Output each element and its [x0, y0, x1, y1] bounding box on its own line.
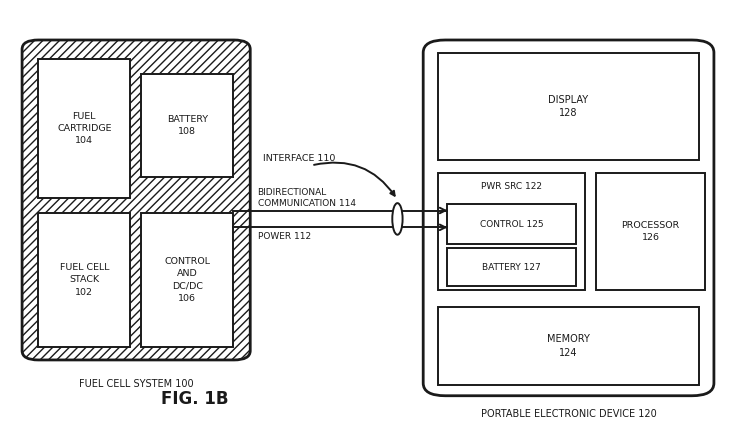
Text: BIDIRECTIONAL
COMMUNICATION 114: BIDIRECTIONAL COMMUNICATION 114: [258, 188, 355, 208]
FancyBboxPatch shape: [22, 40, 250, 360]
FancyBboxPatch shape: [438, 53, 699, 160]
Text: PWR SRC 122: PWR SRC 122: [481, 182, 542, 191]
Text: BATTERY 127: BATTERY 127: [482, 263, 541, 272]
Text: PORTABLE ELECTRONIC DEVICE 120: PORTABLE ELECTRONIC DEVICE 120: [481, 409, 657, 419]
Text: CONTROL
AND
DC/DC
106: CONTROL AND DC/DC 106: [164, 257, 210, 303]
FancyBboxPatch shape: [141, 213, 233, 347]
Text: POWER 112: POWER 112: [258, 232, 311, 241]
FancyBboxPatch shape: [38, 213, 130, 347]
Text: BATTERY
108: BATTERY 108: [167, 115, 208, 136]
FancyBboxPatch shape: [38, 59, 130, 198]
Text: MEMORY
124: MEMORY 124: [547, 334, 590, 358]
FancyBboxPatch shape: [423, 40, 714, 396]
Text: FUEL CELL SYSTEM 100: FUEL CELL SYSTEM 100: [79, 379, 194, 389]
FancyBboxPatch shape: [438, 307, 699, 385]
Text: DISPLAY
128: DISPLAY 128: [548, 94, 589, 118]
Text: FUEL
CARTRIDGE
104: FUEL CARTRIDGE 104: [57, 112, 112, 145]
Text: CONTROL 125: CONTROL 125: [480, 220, 543, 229]
Ellipse shape: [392, 203, 403, 235]
Text: FUEL CELL
STACK
102: FUEL CELL STACK 102: [60, 263, 109, 297]
Text: FIG. 1B: FIG. 1B: [161, 390, 229, 408]
Text: INTERFACE 110: INTERFACE 110: [263, 155, 336, 163]
FancyBboxPatch shape: [596, 173, 705, 290]
FancyBboxPatch shape: [141, 74, 233, 177]
FancyBboxPatch shape: [447, 248, 576, 286]
Text: PROCESSOR
126: PROCESSOR 126: [621, 221, 680, 242]
FancyBboxPatch shape: [447, 204, 576, 244]
FancyBboxPatch shape: [438, 173, 585, 290]
